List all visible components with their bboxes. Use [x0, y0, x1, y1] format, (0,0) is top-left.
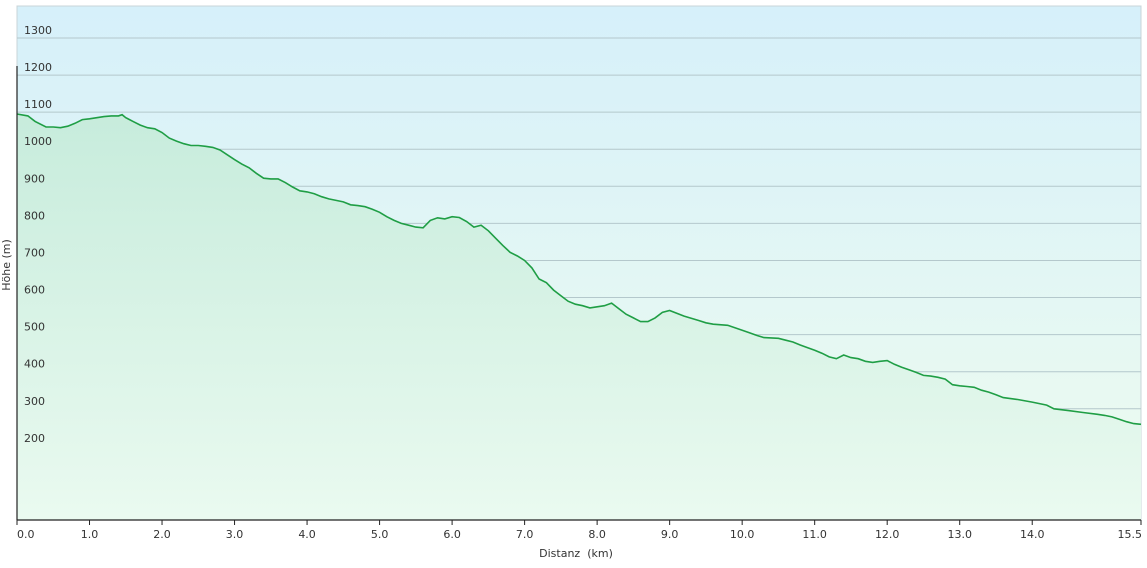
x-tick-label: 2.0 [153, 528, 171, 541]
x-tick-label: 13.0 [947, 528, 972, 541]
y-tick-label: 1000 [24, 135, 52, 148]
x-tick-label: 0.0 [17, 528, 35, 541]
x-tick-label: 9.0 [661, 528, 679, 541]
x-tick-label: 5.0 [371, 528, 389, 541]
y-tick-label: 1200 [24, 61, 52, 74]
y-tick-label: 600 [24, 284, 45, 297]
x-axis-title: Distanz (km) [539, 547, 613, 560]
x-tick-label: 14.0 [1020, 528, 1045, 541]
y-tick-label: 900 [24, 172, 45, 185]
x-tick-label: 11.0 [802, 528, 827, 541]
y-tick-label: 800 [24, 209, 45, 222]
y-axis-ticks: 200 300 400 500 600 700 800 900 1000 1100 1200 1300 [24, 24, 52, 445]
y-tick-label: 300 [24, 395, 45, 408]
elevation-area [17, 114, 1141, 520]
y-tick-label: 1300 [24, 24, 52, 37]
x-tick-label: 12.0 [875, 528, 900, 541]
x-tick-label: 3.0 [226, 528, 244, 541]
y-tick-label: 500 [24, 321, 45, 334]
y-tick-label: 400 [24, 358, 45, 371]
x-axis-ticks: 0.0 1.0 2.0 3.0 4.0 5.0 6.0 7.0 8.0 9.0 10.0 11.0 12… [16, 520, 1143, 541]
y-tick-label: 1100 [24, 98, 52, 111]
y-axis-title: Höhe (m) [0, 239, 13, 291]
y-tick-label: 200 [24, 432, 45, 445]
y-tick-label: 700 [24, 246, 45, 259]
x-tick-label: 7.0 [516, 528, 534, 541]
elevation-line [16, 113, 1142, 426]
x-tick-label: 6.0 [443, 528, 461, 541]
x-tick-label: 1.0 [81, 528, 99, 541]
x-tick-label: 15.5 [1118, 528, 1143, 541]
x-tick-label: 8.0 [588, 528, 606, 541]
x-tick-label: 10.0 [730, 528, 755, 541]
x-tick-label: 4.0 [298, 528, 316, 541]
